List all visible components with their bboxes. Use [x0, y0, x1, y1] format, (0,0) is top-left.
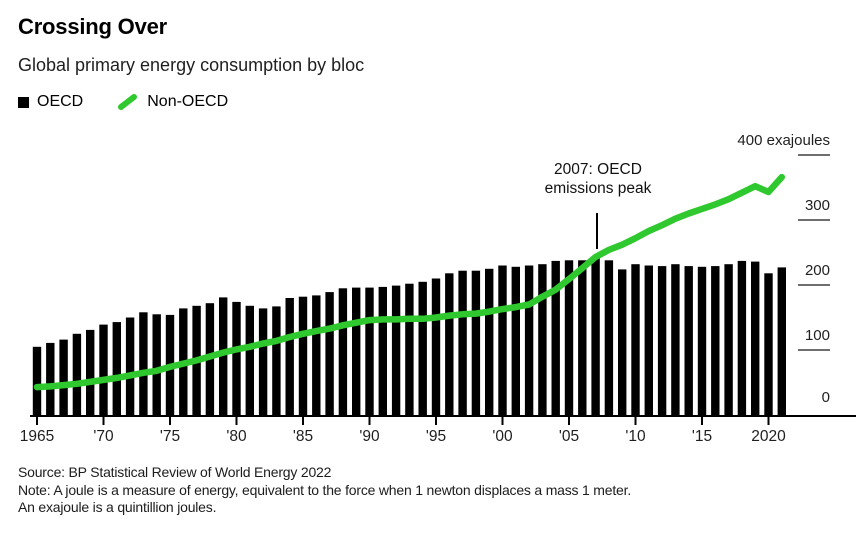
- oecd-bar-1989: [352, 287, 361, 415]
- oecd-bar-1991: [378, 286, 387, 415]
- oecd-bar-2013: [671, 264, 680, 415]
- x-axis-label-1965: 1965: [19, 428, 55, 445]
- oecd-bar-1992: [391, 285, 401, 415]
- oecd-bar-1998: [471, 270, 481, 415]
- oecd-bar-1986: [312, 295, 321, 415]
- oecd-bar-1985: [298, 296, 308, 415]
- oecd-bar-1966: [46, 342, 55, 415]
- oecd-bar-1968: [72, 333, 82, 416]
- legend-label-oecd: OECD: [37, 93, 84, 110]
- x-axis-label-2015: '15: [691, 428, 713, 445]
- annotation-2007-oecd-peak: 2007: OECD emissions peak: [500, 160, 696, 198]
- oecd-bar-2004: [551, 260, 560, 415]
- x-axis-label-2000: '00: [492, 428, 513, 445]
- oecd-bar-2010: [631, 264, 640, 415]
- oecd-bar-2005: [564, 260, 574, 415]
- annotation-pointer-line: [596, 213, 598, 249]
- oecd-bar-2017: [724, 264, 733, 415]
- oecd-bar-1969: [86, 329, 95, 415]
- oecd-bar-2021: [777, 267, 786, 415]
- oecd-bar-2014: [684, 266, 693, 415]
- annotation-line1: 2007: OECD: [554, 161, 642, 178]
- x-axis-label-1990: '90: [359, 428, 380, 445]
- x-axis-label-2020: 2020: [751, 428, 786, 445]
- x-axis-label-1975: '75: [159, 428, 181, 445]
- oecd-bar-1995: [431, 278, 441, 415]
- x-axis-label-1995: '95: [425, 428, 447, 445]
- x-axis-label-1970: '70: [93, 428, 114, 445]
- legend-item-non-oecd: Non-OECD: [117, 93, 228, 111]
- oecd-bar-1970: [99, 324, 108, 415]
- oecd-bar-2008: [604, 260, 614, 415]
- oecd-bar-2001: [511, 266, 520, 415]
- oecd-bar-1981: [245, 305, 254, 415]
- non-oecd-slash-icon: [118, 94, 138, 110]
- oecd-bar-2009: [618, 269, 627, 415]
- oecd-bar-1987: [325, 292, 334, 415]
- oecd-bar-1988: [338, 288, 348, 416]
- oecd-bar-2003: [538, 264, 547, 415]
- oecd-bar-2019: [751, 261, 760, 415]
- oecd-bar-2002: [524, 265, 534, 415]
- oecd-bar-1996: [445, 273, 454, 415]
- oecd-bar-1990: [365, 287, 374, 415]
- oecd-bar-2011: [644, 265, 653, 415]
- oecd-bar-1965: [32, 346, 42, 416]
- oecd-bar-2018: [737, 260, 747, 415]
- x-axis-label-2005: '05: [558, 428, 580, 445]
- y-axis-label-100: 100: [804, 327, 830, 344]
- oecd-bar-1984: [285, 298, 294, 415]
- oecd-square-icon: [18, 96, 29, 108]
- annotation-line2: emissions peak: [544, 180, 652, 197]
- oecd-bar-1967: [59, 339, 68, 415]
- legend: OECD Non-OECD: [18, 93, 228, 111]
- legend-item-oecd: OECD: [18, 93, 83, 111]
- footer-notes: Source: BP Statistical Review of World E…: [18, 464, 631, 517]
- chart-subtitle: Global primary energy consumption by blo…: [18, 55, 365, 75]
- oecd-bar-2007: [591, 258, 600, 415]
- y-axis-label-200: 200: [804, 262, 830, 279]
- x-axis-label-2010: '10: [625, 428, 646, 445]
- oecd-bar-1974: [152, 314, 161, 416]
- oecd-bar-1994: [418, 281, 427, 416]
- y-axis-label-400: 400 exajoules: [737, 132, 830, 149]
- oecd-bar-2000: [498, 265, 507, 415]
- y-axis-label-300: 300: [804, 197, 830, 214]
- oecd-bar-1993: [405, 283, 414, 415]
- oecd-bar-1972: [125, 317, 135, 415]
- oecd-bar-1971: [112, 322, 121, 415]
- oecd-bar-1979: [219, 297, 228, 415]
- oecd-bar-2015: [697, 266, 707, 415]
- non-oecd-line: [33, 173, 786, 391]
- oecd-bar-1999: [485, 268, 494, 416]
- note-line-1: Note: A joule is a measure of energy, eq…: [18, 481, 632, 498]
- x-axis-label-1980: '80: [226, 428, 247, 445]
- source-line: Source: BP Statistical Review of World E…: [18, 464, 332, 480]
- oecd-bar-1973: [139, 312, 148, 415]
- oecd-bar-2020: [764, 273, 773, 415]
- note-line-2: An exajoule is a quintillion joules.: [18, 499, 217, 515]
- oecd-bar-2016: [711, 266, 720, 415]
- page-title: Crossing Over: [18, 14, 168, 39]
- y-axis-label-0: 0: [821, 389, 830, 406]
- legend-label-non-oecd: Non-OECD: [147, 93, 229, 110]
- oecd-bar-1982: [258, 308, 268, 415]
- oecd-bar-1983: [272, 306, 281, 415]
- oecd-bar-2012: [657, 266, 667, 415]
- oecd-bar-1997: [458, 270, 467, 415]
- x-axis-label-1985: '85: [292, 428, 314, 445]
- oecd-bar-1980: [232, 301, 241, 415]
- oecd-bar-2006: [578, 260, 587, 415]
